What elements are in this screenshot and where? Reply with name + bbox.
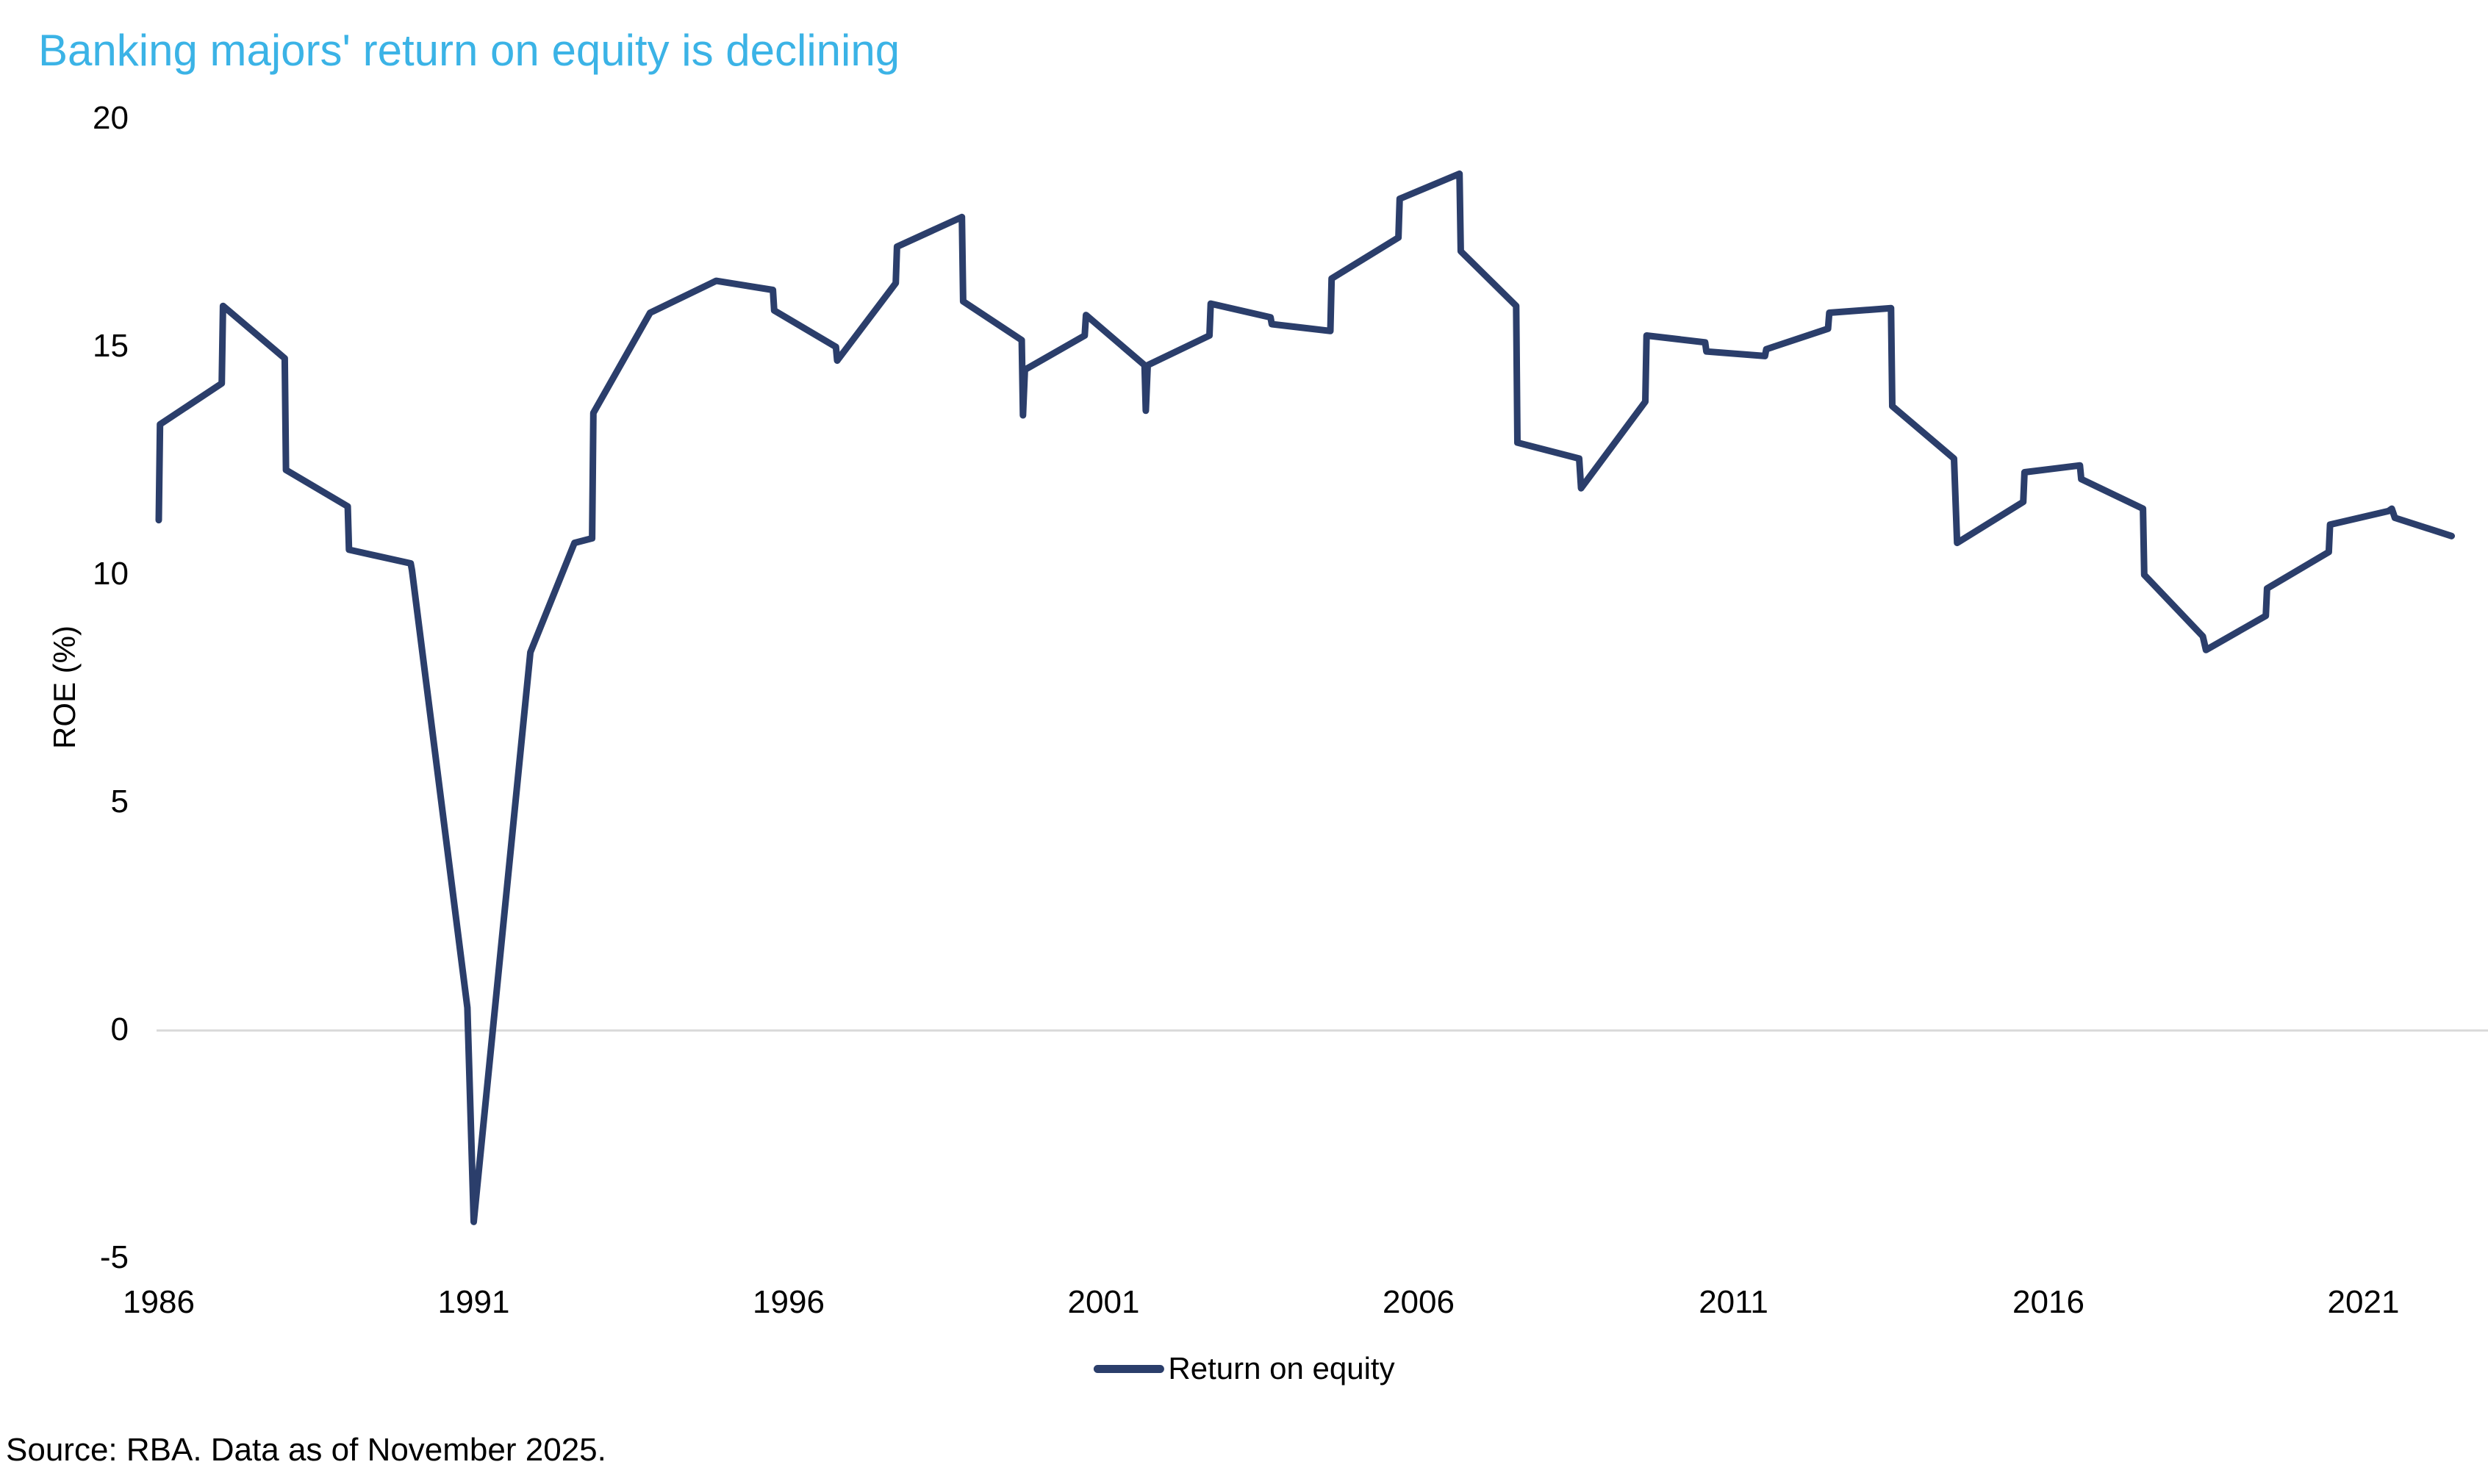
x-tick-label: 1986 (123, 1284, 195, 1320)
x-tick-label: 2021 (2327, 1284, 2400, 1320)
y-tick-label: -5 (99, 1239, 129, 1275)
y-axis-title: ROE (%) (47, 625, 82, 749)
x-tick-label: 2006 (1383, 1284, 1455, 1320)
x-tick-label: 2011 (1699, 1284, 1768, 1320)
source-note: Source: RBA. Data as of November 2025. (6, 1432, 606, 1468)
y-tick-label: 0 (110, 1011, 129, 1047)
chart-title: Banking majors' return on equity is decl… (38, 26, 900, 75)
x-tick-label: 1996 (753, 1284, 825, 1320)
x-tick-label: 1991 (437, 1284, 510, 1320)
x-tick-label: 2001 (1067, 1284, 1140, 1320)
y-tick-label: 5 (110, 784, 129, 820)
x-tick-label: 2016 (2012, 1284, 2084, 1320)
y-tick-label: 10 (93, 556, 129, 592)
legend-label: Return on equity (1168, 1351, 1395, 1386)
roe-series-line (155, 170, 2455, 1225)
y-tick-label: 20 (93, 100, 129, 136)
legend-line-swatch (1093, 1364, 1164, 1373)
y-tick-label: 15 (93, 328, 129, 364)
legend: Return on equity (1093, 1351, 1395, 1386)
